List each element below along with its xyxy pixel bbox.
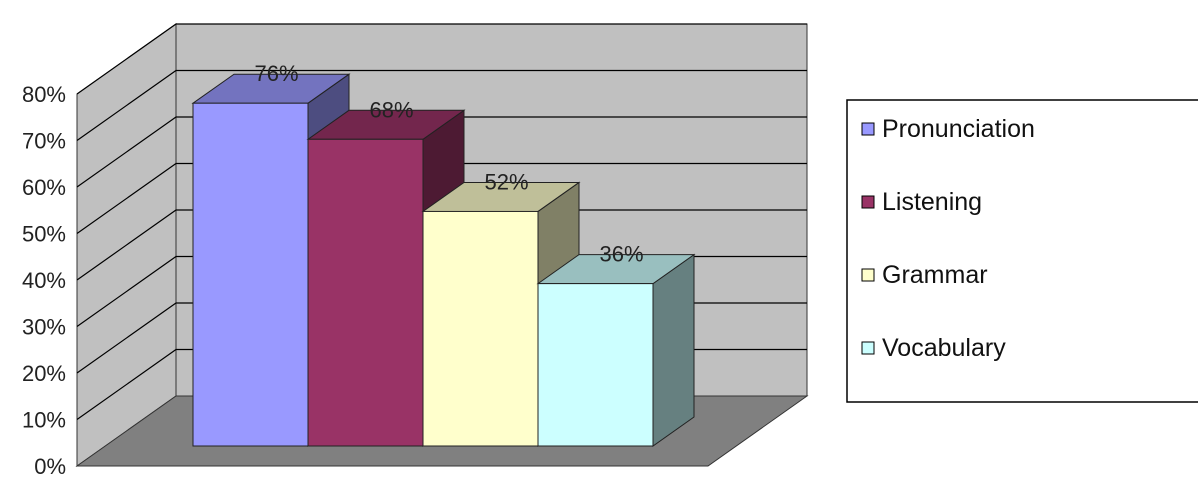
gridline <box>76 162 807 234</box>
legend-item: Vocabulary <box>861 334 1006 362</box>
data-labels: 76% 68% 52% 36% <box>254 61 643 266</box>
y-tick-label: 10% <box>22 408 66 433</box>
gridline <box>76 116 807 188</box>
legend-swatch <box>861 341 875 355</box>
legend-item: Pronunciation <box>861 115 1035 143</box>
bar-front-face <box>307 138 424 447</box>
data-label: 68% <box>369 97 413 122</box>
gridline <box>76 69 807 141</box>
y-tick-label: 50% <box>22 222 66 247</box>
legend-swatch <box>861 268 875 282</box>
bar-front-face <box>422 210 539 447</box>
bar-vocabulary <box>536 253 696 447</box>
bar-front-face <box>537 283 654 447</box>
legend-label: Listening <box>882 188 982 216</box>
legend-swatch <box>861 122 875 136</box>
y-tick-label: 20% <box>22 361 66 386</box>
legend-label: Vocabulary <box>882 334 1006 362</box>
legend-label: Pronunciation <box>882 115 1035 143</box>
y-tick-label: 0% <box>34 454 66 478</box>
bar-side-face <box>652 253 695 447</box>
legend-item: Grammar <box>861 261 988 289</box>
y-tick-label: 30% <box>22 315 66 340</box>
data-label: 36% <box>599 242 643 267</box>
data-label: 76% <box>254 61 298 86</box>
data-label: 52% <box>484 169 528 194</box>
y-tick-label: 70% <box>22 129 66 154</box>
y-tick-label: 40% <box>22 268 66 293</box>
bar-front-face <box>192 102 309 447</box>
gridline <box>76 23 807 95</box>
gridline <box>76 209 807 281</box>
legend-item: Listening <box>861 188 982 216</box>
legend-box <box>846 99 1198 403</box>
bars <box>191 73 696 447</box>
legend-label: Grammar <box>882 261 988 289</box>
legend-swatch <box>861 195 875 209</box>
legend: Pronunciation Listening Grammar Vocabulary <box>846 99 1198 403</box>
y-tick-label: 60% <box>22 175 66 200</box>
y-tick-label: 80% <box>22 82 66 107</box>
y-axis-tick-labels: 0% 10% 20% 30% 40% 50% 60% 70% 80% <box>22 82 66 478</box>
